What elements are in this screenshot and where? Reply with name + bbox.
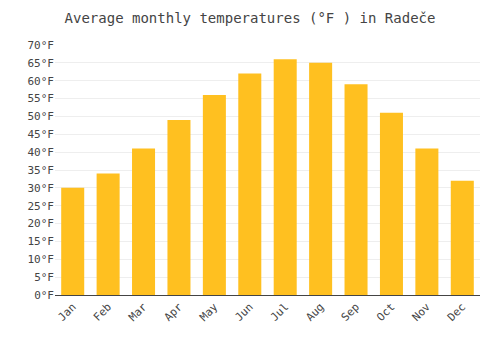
svg-text:55°F: 55°F [28,92,55,105]
svg-text:Oct: Oct [374,301,397,324]
svg-text:Jan: Jan [55,301,78,324]
svg-text:Aug: Aug [303,301,326,324]
svg-text:65°F: 65°F [28,57,55,70]
svg-text:25°F: 25°F [28,200,55,213]
svg-text:40°F: 40°F [28,146,55,159]
svg-text:Jul: Jul [268,301,291,324]
svg-text:45°F: 45°F [28,128,55,141]
svg-text:May: May [197,300,221,324]
svg-text:Apr: Apr [162,300,186,324]
svg-text:70°F: 70°F [28,39,55,52]
svg-text:35°F: 35°F [28,164,55,177]
svg-text:0°F: 0°F [34,289,54,302]
svg-text:Nov: Nov [410,300,434,324]
svg-text:15°F: 15°F [28,235,55,248]
svg-text:50°F: 50°F [28,110,55,123]
svg-text:Jun: Jun [233,301,256,324]
svg-text:Mar: Mar [126,300,150,324]
svg-text:5°F: 5°F [34,271,54,284]
svg-text:Dec: Dec [445,301,468,324]
svg-text:Feb: Feb [91,301,114,324]
svg-text:10°F: 10°F [28,253,55,266]
svg-text:20°F: 20°F [28,217,55,230]
svg-text:Average monthly temperatures (: Average monthly temperatures (°F ) in Ra… [65,10,436,26]
svg-text:Sep: Sep [339,301,362,324]
svg-text:60°F: 60°F [28,75,55,88]
svg-text:30°F: 30°F [28,182,55,195]
